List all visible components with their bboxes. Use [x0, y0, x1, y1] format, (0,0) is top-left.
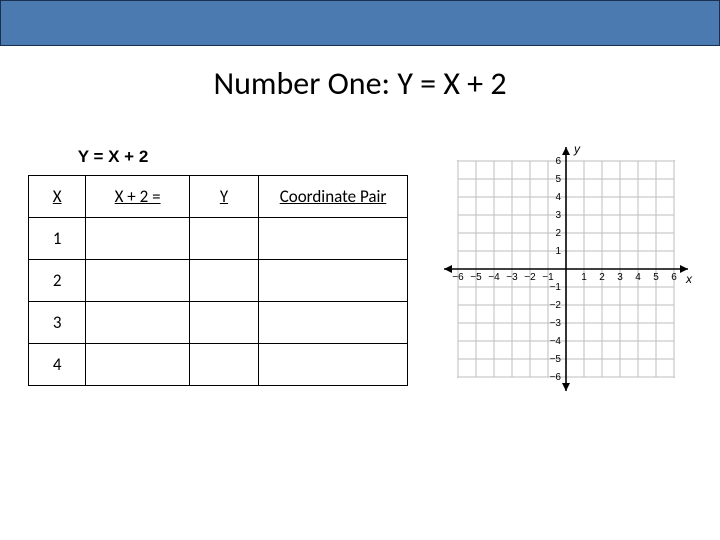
table-cell-x: 3	[29, 302, 86, 344]
svg-text:4: 4	[635, 272, 641, 283]
top-bar	[0, 0, 720, 46]
svg-text:−3: −3	[506, 272, 518, 283]
svg-text:6: 6	[555, 156, 561, 167]
content-area: Y = X + 2 X X + 2 = Y Coordinate Pair 12…	[0, 139, 720, 399]
table-row: 3	[29, 302, 408, 344]
table-cell-y	[189, 260, 258, 302]
table-cell-cp	[259, 260, 408, 302]
table-cell-eq	[86, 218, 190, 260]
svg-text:−5: −5	[470, 272, 482, 283]
table-row: 2	[29, 260, 408, 302]
table-row: 1	[29, 218, 408, 260]
coordinate-graph: −6−5−4−3−2−1123456−6−5−4−3−2−1123456xy	[436, 139, 696, 399]
svg-text:3: 3	[555, 210, 561, 221]
table-cell-cp	[259, 302, 408, 344]
svg-text:−1: −1	[550, 282, 562, 293]
svg-text:4: 4	[555, 192, 561, 203]
table-cell-eq	[86, 344, 190, 386]
table-cell-cp	[259, 344, 408, 386]
svg-text:−5: −5	[550, 354, 562, 365]
values-table: X X + 2 = Y Coordinate Pair 1234	[28, 175, 408, 386]
graph-svg: −6−5−4−3−2−1123456−6−5−4−3−2−1123456xy	[436, 139, 696, 399]
svg-text:2: 2	[555, 228, 561, 239]
svg-text:6: 6	[671, 272, 677, 283]
svg-text:5: 5	[653, 272, 659, 283]
table-cell-x: 2	[29, 260, 86, 302]
svg-text:y: y	[573, 142, 581, 156]
table-cell-x: 4	[29, 344, 86, 386]
svg-text:5: 5	[555, 174, 561, 185]
table-section: Y = X + 2 X X + 2 = Y Coordinate Pair 12…	[28, 139, 408, 399]
table-cell-y	[189, 302, 258, 344]
table-cell-eq	[86, 302, 190, 344]
header-eq: X + 2 =	[86, 176, 190, 218]
svg-text:−6: −6	[550, 372, 562, 383]
svg-text:2: 2	[599, 272, 605, 283]
table-row: 4	[29, 344, 408, 386]
svg-text:−2: −2	[524, 272, 536, 283]
table-cell-eq	[86, 260, 190, 302]
svg-text:−2: −2	[550, 300, 562, 311]
svg-text:−6: −6	[452, 272, 464, 283]
page-title: Number One: Y = X + 2	[0, 64, 720, 103]
svg-text:−3: −3	[550, 318, 562, 329]
equation-label: Y = X + 2	[28, 139, 198, 175]
header-x: X	[29, 176, 86, 218]
svg-text:−4: −4	[550, 336, 562, 347]
svg-text:1: 1	[555, 246, 561, 257]
header-y: Y	[189, 176, 258, 218]
table-header-row: X X + 2 = Y Coordinate Pair	[29, 176, 408, 218]
table-cell-x: 1	[29, 218, 86, 260]
svg-text:−4: −4	[488, 272, 500, 283]
header-cp: Coordinate Pair	[259, 176, 408, 218]
table-cell-cp	[259, 218, 408, 260]
svg-text:3: 3	[617, 272, 623, 283]
svg-text:1: 1	[581, 272, 587, 283]
table-cell-y	[189, 218, 258, 260]
svg-text:x: x	[685, 272, 693, 286]
table-cell-y	[189, 344, 258, 386]
